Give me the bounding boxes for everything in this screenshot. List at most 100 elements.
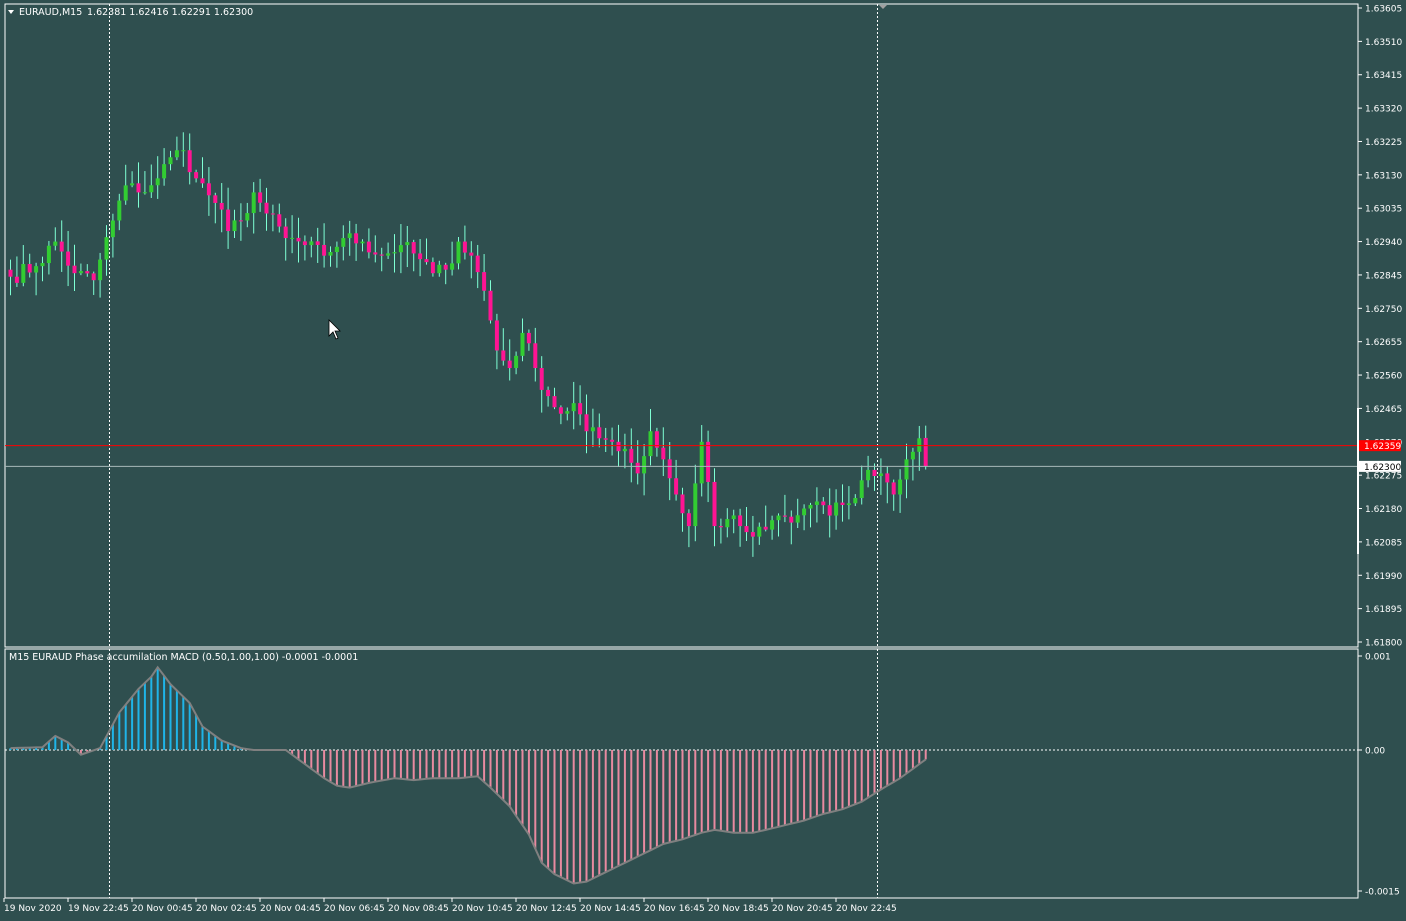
bull-candle	[168, 157, 173, 165]
time-tick-label: 20 Nov 00:45	[132, 904, 193, 914]
bull-candle	[341, 238, 346, 247]
bear-candle	[661, 447, 666, 460]
bull-candle	[181, 150, 186, 152]
bull-candle	[866, 469, 871, 481]
bear-candle	[578, 403, 583, 415]
bull-candle	[40, 263, 45, 267]
bull-candle	[347, 233, 352, 239]
bull-candle	[155, 178, 160, 186]
bull-candle	[693, 483, 698, 527]
bear-candle	[597, 427, 602, 439]
candles-group	[8, 132, 928, 557]
bull-candle	[34, 266, 39, 273]
bull-candle	[814, 501, 819, 505]
bear-candle	[712, 481, 717, 527]
time-tick-label: 20 Nov 22:45	[836, 904, 897, 914]
bull-candle	[725, 519, 730, 528]
mouse-pointer-icon	[328, 319, 341, 340]
time-axis[interactable]: 19 Nov 2020 19 Nov 22:45 20 Nov 00:45 20 No…	[3, 898, 897, 914]
price-tick-label: 1.63130	[1365, 171, 1402, 181]
bear-candle	[674, 478, 679, 495]
bid-price-label: 1.62300	[1364, 463, 1401, 473]
bear-candle	[507, 360, 512, 369]
bear-candle	[789, 516, 794, 523]
bear-candle	[411, 242, 416, 254]
price-tick-label: 1.63510	[1365, 38, 1402, 48]
bull-candle	[642, 456, 647, 474]
bull-candle	[520, 332, 525, 356]
bid-price-label-box	[1359, 460, 1401, 472]
indicator-title-label: M15 EURAUD Phase accumilation MACD (0.50…	[9, 652, 358, 663]
bear-candle	[373, 252, 378, 255]
bear-candle	[552, 396, 557, 408]
bear-candle	[840, 502, 845, 506]
bear-candle	[187, 150, 192, 173]
bear-candle	[923, 437, 928, 467]
bear-candle	[136, 183, 141, 193]
price-panel[interactable]: EURAUD,M15 1.62381 1.62416 1.62291 1.623…	[4, 3, 1359, 648]
bull-candle	[46, 245, 51, 264]
time-tick-label: 20 Nov 08:45	[388, 904, 449, 914]
price-tick-label: 1.63035	[1365, 205, 1402, 215]
bull-candle	[571, 403, 576, 412]
price-panel-frame	[4, 3, 1359, 648]
price-tick-label: 1.62465	[1365, 405, 1402, 415]
bear-candle	[488, 290, 493, 321]
bear-candle	[744, 526, 749, 533]
price-axis[interactable]: 1.63605 1.63510 1.63415 1.63320 1.63225 1.631…	[1357, 5, 1402, 649]
bear-candle	[430, 262, 435, 274]
indicator-panel[interactable]: M15 EURAUD Phase accumilation MACD (0.50…	[4, 648, 1359, 899]
bull-candle	[251, 192, 256, 214]
bear-candle	[226, 209, 231, 232]
bear-candle	[763, 526, 768, 530]
bull-candle	[104, 237, 109, 260]
indicator-axis[interactable]: 0.001 0.00 -0.0015	[1358, 653, 1400, 898]
bear-candle	[475, 255, 480, 273]
bull-candle	[590, 427, 595, 432]
bull-candle	[514, 355, 519, 369]
bear-candle	[469, 252, 474, 256]
bull-candle	[21, 264, 26, 283]
bear-candle	[885, 473, 890, 483]
chart-shift-marker-icon[interactable]	[879, 5, 887, 9]
bear-candle	[686, 513, 691, 527]
bear-candle	[66, 251, 71, 266]
bear-candle	[8, 269, 13, 277]
bear-candle	[315, 241, 320, 245]
bear-candle	[494, 320, 499, 351]
price-tick-label: 1.61895	[1365, 605, 1402, 615]
bull-candle	[309, 241, 314, 246]
bear-candle	[296, 237, 301, 242]
bull-candle	[392, 252, 397, 254]
time-tick-label: 19 Nov 2020	[4, 904, 62, 914]
bull-candle	[360, 241, 365, 244]
time-tick-label: 19 Nov 22:45	[68, 904, 129, 914]
ohlc-values-label: 1.62381 1.62416 1.62291 1.62300	[87, 7, 253, 18]
symbol-menu-triangle-icon[interactable]	[8, 10, 14, 14]
bear-candle	[782, 515, 787, 517]
bull-candle	[53, 241, 58, 246]
bear-candle	[667, 459, 672, 479]
price-tick-label: 1.63415	[1365, 71, 1402, 81]
bear-candle	[443, 264, 448, 270]
bear-candle	[354, 233, 359, 244]
time-tick-label: 20 Nov 06:45	[324, 904, 385, 914]
bear-candle	[91, 273, 96, 281]
bull-candle	[232, 220, 237, 232]
ask-price-label: 1.62359	[1364, 442, 1401, 452]
ask-price-label-box	[1359, 440, 1401, 452]
bear-candle	[501, 350, 506, 361]
bull-candle	[565, 411, 570, 414]
bull-candle	[98, 259, 103, 281]
bear-candle	[738, 515, 743, 527]
bear-candle	[680, 494, 685, 514]
time-tick-label: 20 Nov 14:45	[580, 904, 641, 914]
price-tick-label: 1.63605	[1365, 5, 1402, 15]
bull-candle	[898, 479, 903, 495]
bull-candle	[770, 520, 775, 530]
bull-candle	[699, 441, 704, 484]
price-axis-scroll-indicator[interactable]	[1357, 408, 1359, 554]
bull-candle	[78, 271, 83, 274]
bear-candle	[584, 414, 589, 432]
